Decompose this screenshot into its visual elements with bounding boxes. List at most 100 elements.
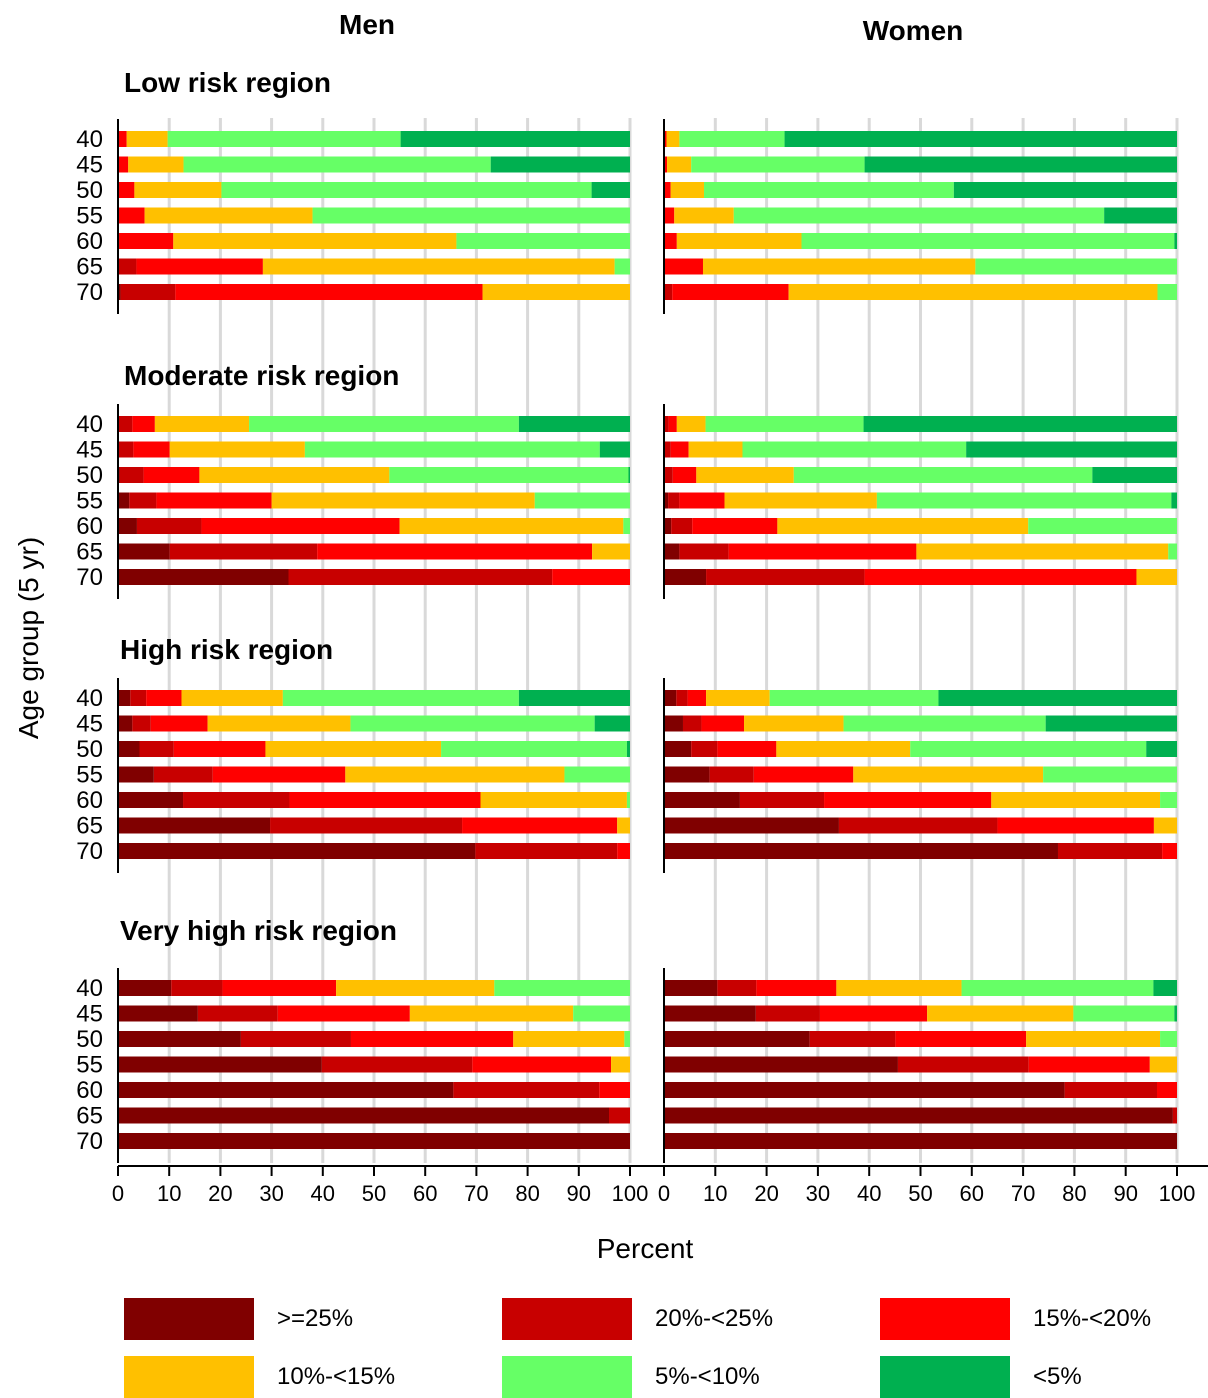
bar-segment-women-55-10to15: [724, 492, 877, 509]
bar-segment-men-55-10to15: [271, 492, 535, 509]
bar-segment-women-45-ge25: [664, 715, 683, 732]
age-label: 70: [76, 1128, 103, 1155]
bar-segment-men-50-10to15: [513, 1031, 625, 1047]
bar-segment-men-60-15to20: [289, 792, 481, 808]
bar-segment-women-60-20to25: [739, 792, 825, 808]
bar-segment-women-60-ge25: [664, 518, 672, 534]
bar-segment-men-60-10to15: [399, 518, 624, 534]
bar-segment-men-55-15to20: [472, 1056, 612, 1073]
legend-label: 5%-<10%: [655, 1363, 760, 1390]
bar-segment-women-50-10to15: [670, 182, 705, 198]
bar-segment-women-40-20to25: [664, 416, 669, 432]
bar-segment-men-50-10to15: [134, 182, 222, 198]
x-tick-label: 50: [362, 1181, 386, 1206]
panel-title-low: Low risk region: [124, 67, 331, 98]
bar-segment-women-60-10to15: [777, 518, 1029, 534]
bar-segment-women-40-10to15: [676, 416, 706, 432]
panel-title-high: High risk region: [120, 634, 333, 665]
bar-segment-women-50-15to20: [664, 182, 671, 198]
bar-segment-women-55-10to15: [674, 207, 734, 224]
bar-segment-women-60-10to15: [676, 233, 802, 249]
bar-segment-women-55-10to15: [853, 766, 1044, 783]
bar-segment-men-65-20to25: [169, 543, 318, 560]
bar-segment-men-55-ge25: [118, 1056, 322, 1073]
bar-segment-women-45-10to15: [688, 441, 743, 458]
bar-segment-men-45-10to15: [169, 441, 305, 458]
bar-segment-women-45-15to20: [670, 441, 689, 458]
bar-segment-women-50-5to10: [793, 467, 1093, 483]
bar-segment-men-60-15to20: [201, 518, 400, 534]
bar-segment-women-50-lt5: [1092, 467, 1177, 483]
bar-segment-women-55-10to15: [1149, 1056, 1177, 1073]
bar-segment-men-55-ge25: [118, 492, 130, 509]
bar-segment-men-40-5to10: [249, 416, 519, 432]
bar-segment-men-45-lt5: [594, 715, 630, 732]
bar-segment-women-50-15to20: [717, 741, 777, 757]
bar-segment-men-50-20to25: [139, 741, 174, 757]
bar-segment-women-65-20to25: [838, 817, 998, 834]
panel-title-moderate: Moderate risk region: [124, 360, 399, 391]
bar-segment-women-40-20to25: [676, 690, 688, 706]
age-label: 50: [76, 177, 103, 204]
bar-segment-women-50-ge25: [664, 741, 692, 757]
bar-segment-men-60-ge25: [118, 518, 137, 534]
age-label: 40: [76, 975, 103, 1002]
bar-segment-women-50-15to20: [672, 467, 697, 483]
age-label: 70: [76, 838, 103, 865]
panel-title-very-high: Very high risk region: [120, 915, 397, 946]
bar-segment-women-50-10to15: [776, 741, 911, 757]
bar-segment-men-65-ge25: [118, 1107, 610, 1124]
bar-segment-women-45-10to15: [744, 715, 844, 732]
bar-segment-men-45-20to25: [132, 715, 151, 732]
bar-segment-men-40-10to15: [181, 690, 283, 706]
legend-label: 10%-<15%: [277, 1363, 395, 1390]
bar-segment-women-65-ge25: [664, 1107, 1173, 1124]
bar-segment-women-45-20to25: [755, 1005, 820, 1022]
bar-segment-men-65-20to25: [118, 258, 137, 275]
bar-segment-men-45-5to10: [350, 715, 595, 732]
bar-segment-men-60-20to25: [453, 1082, 600, 1098]
age-label: 40: [76, 126, 103, 153]
legend-label: 15%-<20%: [1033, 1305, 1151, 1332]
bar-segment-women-45-15to20: [664, 156, 668, 173]
x-tick-label: 70: [464, 1181, 488, 1206]
bar-segment-women-70-ge25: [664, 569, 707, 585]
bar-segment-women-65-5to10: [1168, 543, 1177, 560]
bar-layer: [118, 131, 1177, 1149]
bar-segment-women-65-20to25: [679, 543, 729, 560]
bar-segment-women-70-5to10: [1157, 284, 1177, 300]
bar-segment-women-50-5to10: [704, 182, 954, 198]
bar-segment-men-50-ge25: [118, 741, 140, 757]
bar-segment-men-40-5to10: [167, 131, 401, 147]
x-tick-label: 60: [413, 1181, 437, 1206]
bar-segment-men-65-20to25: [609, 1107, 630, 1124]
bar-segment-men-60-20to25: [136, 518, 202, 534]
bar-segment-men-60-10to15: [480, 792, 627, 808]
x-tick-label: 10: [157, 1181, 181, 1206]
bar-segment-men-45-ge25: [118, 715, 133, 732]
bar-segment-women-55-ge25: [664, 492, 669, 509]
bar-segment-women-55-15to20: [753, 766, 854, 783]
bar-segment-women-40-15to20: [687, 690, 707, 706]
bar-segment-women-60-lt5: [1174, 233, 1177, 249]
x-tick-label: 80: [1062, 1181, 1086, 1206]
bar-segment-men-70-15to20: [617, 843, 630, 859]
age-label: 45: [76, 437, 103, 464]
bar-segment-men-60-ge25: [118, 792, 184, 808]
bar-segment-men-50-5to10: [389, 467, 629, 483]
bar-segment-women-55-5to10: [876, 492, 1172, 509]
bar-segment-women-40-5to10: [769, 690, 939, 706]
bar-segment-men-70-20to25: [288, 569, 553, 585]
bar-segment-women-60-20to25: [671, 518, 693, 534]
bar-segment-women-55-ge25: [664, 766, 710, 783]
bar-segment-men-50-15to20: [118, 182, 135, 198]
age-label: 45: [76, 152, 103, 179]
bar-segment-men-50-20to25: [119, 467, 144, 483]
legend-swatch: [502, 1356, 632, 1398]
bar-segment-women-55-lt5: [1171, 492, 1177, 509]
x-tick-label: 50: [908, 1181, 932, 1206]
bar-segment-men-55-15to20: [156, 492, 272, 509]
bar-segment-men-70-ge25: [118, 284, 121, 300]
bar-segment-men-40-15to20: [118, 131, 127, 147]
bar-segment-men-60-5to10: [456, 233, 630, 249]
